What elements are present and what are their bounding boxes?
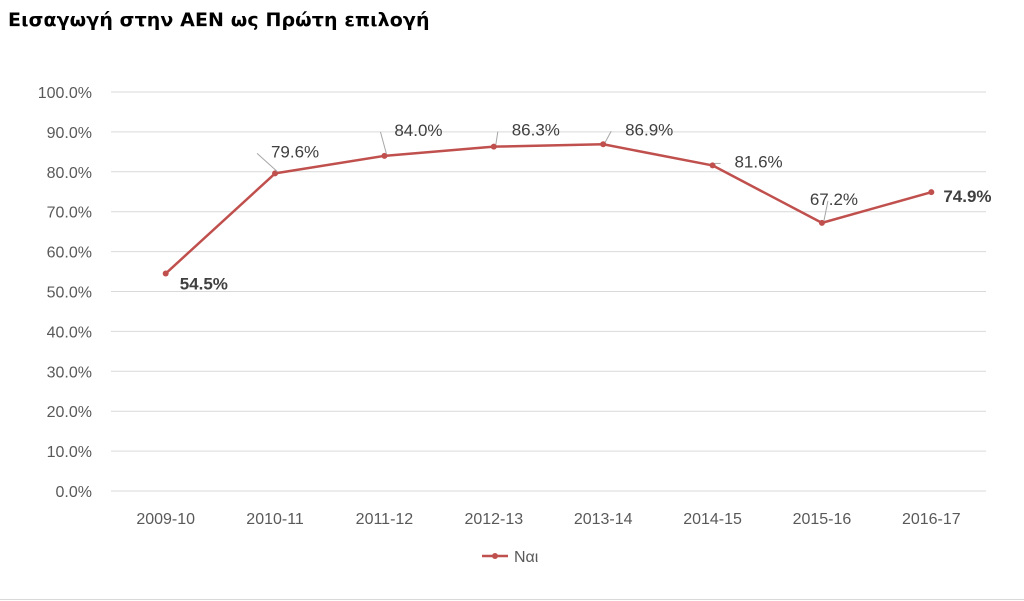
x-tick-label: 2009-10 [136, 511, 195, 528]
label-leader [379, 131, 387, 154]
x-tick-label: 2015-16 [793, 511, 852, 528]
y-tick-label: 20.0% [47, 404, 92, 421]
data-label: 74.9% [943, 187, 991, 206]
y-tick-label: 100.0% [38, 85, 92, 102]
y-tick-label: 10.0% [47, 444, 92, 461]
data-label: 84.0% [394, 121, 442, 140]
data-label: 67.2% [810, 190, 858, 209]
data-label: 54.5% [180, 275, 228, 294]
x-tick-label: 2016-17 [902, 511, 961, 528]
label-leader [256, 153, 278, 172]
data-point [928, 189, 935, 196]
series-line [164, 143, 932, 275]
data-point [162, 270, 169, 277]
y-tick-label: 30.0% [47, 364, 92, 381]
x-tick-label: 2014-15 [683, 511, 742, 528]
legend-marker [492, 553, 498, 559]
data-point [818, 219, 825, 226]
y-tick-label: 0.0% [56, 484, 92, 501]
data-label: 79.6% [271, 142, 319, 161]
legend: Ναι [482, 549, 539, 566]
label-leader [495, 131, 499, 145]
data-point [272, 170, 279, 177]
y-tick-label: 80.0% [47, 165, 92, 182]
x-tick-label: 2012-13 [464, 511, 523, 528]
data-label: 86.3% [512, 121, 560, 140]
data-point [709, 162, 716, 169]
label-leader [604, 131, 612, 143]
x-tick-label: 2010-11 [246, 511, 304, 528]
data-point [600, 141, 607, 148]
label-leader [823, 200, 829, 221]
legend-label: Ναι [514, 549, 539, 566]
data-label: 81.6% [734, 152, 782, 171]
series-group: 54.5% 79.6% 84.0% 86.3% 86.9% 81.6% 67.2% 74.9% [162, 120, 992, 294]
y-tick-label: 40.0% [47, 324, 92, 341]
data-point [381, 152, 388, 159]
data-point [490, 143, 497, 150]
y-tick-label: 60.0% [47, 245, 92, 262]
chart-title: Εισαγωγή στην ΑΕΝ ως Πρώτη επιλογή [8, 9, 430, 31]
y-tick-label: 90.0% [47, 125, 92, 142]
grid-lines [111, 91, 986, 492]
x-axis-ticks: 2009-10 2010-11 2011-12 2012-13 2013-14 2014-… [136, 511, 960, 528]
data-label: 86.9% [625, 120, 673, 139]
x-tick-label: 2011-12 [356, 511, 414, 528]
y-axis-ticks: 0.0% 10.0% 20.0% 30.0% 40.0% 50.0% 60.0% 70.0% 8… [38, 85, 92, 501]
bottom-divider [0, 599, 1024, 600]
y-tick-label: 70.0% [47, 205, 92, 222]
y-tick-label: 50.0% [47, 285, 92, 302]
x-tick-label: 2013-14 [574, 511, 633, 528]
